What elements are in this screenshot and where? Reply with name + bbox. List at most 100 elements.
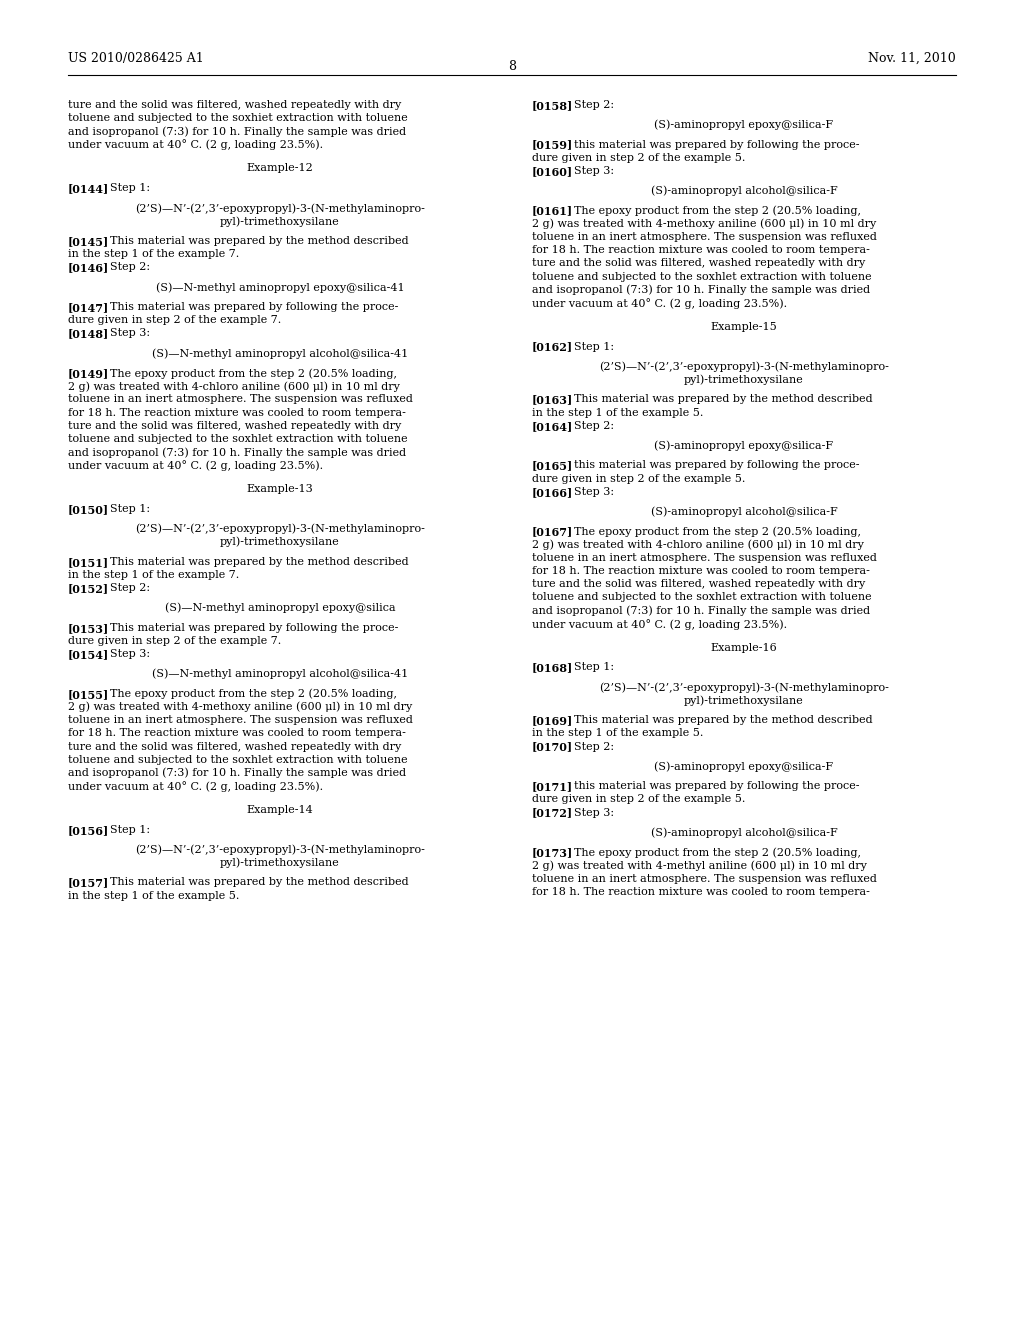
Text: ture and the solid was filtered, washed repeatedly with dry: ture and the solid was filtered, washed … xyxy=(532,259,865,268)
Text: 8: 8 xyxy=(508,59,516,73)
Text: [0154]: [0154] xyxy=(68,649,110,660)
Text: pyl)-trimethoxysilane: pyl)-trimethoxysilane xyxy=(220,537,340,548)
Text: Step 1:: Step 1: xyxy=(110,183,151,193)
Text: this material was prepared by following the proce-: this material was prepared by following … xyxy=(574,781,859,791)
Text: Example-13: Example-13 xyxy=(247,484,313,494)
Text: [0169]: [0169] xyxy=(532,715,573,726)
Text: under vacuum at 40° C. (2 g, loading 23.5%).: under vacuum at 40° C. (2 g, loading 23.… xyxy=(532,298,787,309)
Text: toluene in an inert atmosphere. The suspension was refluxed: toluene in an inert atmosphere. The susp… xyxy=(532,232,877,242)
Text: toluene and subjected to the soxhlet extraction with toluene: toluene and subjected to the soxhlet ext… xyxy=(68,434,408,444)
Text: The epoxy product from the step 2 (20.5% loading,: The epoxy product from the step 2 (20.5%… xyxy=(110,368,397,379)
Text: pyl)-trimethoxysilane: pyl)-trimethoxysilane xyxy=(220,216,340,227)
Text: [0160]: [0160] xyxy=(532,166,573,177)
Text: (2’S)—N’-(2’,3’-epoxypropyl)-3-(N-methylaminopro-: (2’S)—N’-(2’,3’-epoxypropyl)-3-(N-methyl… xyxy=(599,362,889,372)
Text: [0153]: [0153] xyxy=(68,623,110,634)
Text: The epoxy product from the step 2 (20.5% loading,: The epoxy product from the step 2 (20.5%… xyxy=(574,847,861,858)
Text: US 2010/0286425 A1: US 2010/0286425 A1 xyxy=(68,51,204,65)
Text: [0156]: [0156] xyxy=(68,825,110,836)
Text: and isopropanol (7:3) for 10 h. Finally the sample was dried: and isopropanol (7:3) for 10 h. Finally … xyxy=(68,768,407,779)
Text: This material was prepared by the method described: This material was prepared by the method… xyxy=(110,557,409,566)
Text: in the step 1 of the example 5.: in the step 1 of the example 5. xyxy=(68,891,240,900)
Text: under vacuum at 40° C. (2 g, loading 23.5%).: under vacuum at 40° C. (2 g, loading 23.… xyxy=(532,619,787,630)
Text: Step 2:: Step 2: xyxy=(110,583,151,593)
Text: [0151]: [0151] xyxy=(68,557,110,568)
Text: 2 g) was treated with 4-methyl aniline (600 μl) in 10 ml dry: 2 g) was treated with 4-methyl aniline (… xyxy=(532,861,867,871)
Text: toluene in an inert atmosphere. The suspension was refluxed: toluene in an inert atmosphere. The susp… xyxy=(68,715,413,725)
Text: (S)—N-methyl aminopropyl epoxy@silica: (S)—N-methyl aminopropyl epoxy@silica xyxy=(165,603,395,614)
Text: This material was prepared by the method described: This material was prepared by the method… xyxy=(574,715,872,725)
Text: [0173]: [0173] xyxy=(532,847,573,858)
Text: ture and the solid was filtered, washed repeatedly with dry: ture and the solid was filtered, washed … xyxy=(68,100,401,110)
Text: (S)-aminopropyl epoxy@silica-F: (S)-aminopropyl epoxy@silica-F xyxy=(654,762,834,772)
Text: for 18 h. The reaction mixture was cooled to room tempera-: for 18 h. The reaction mixture was coole… xyxy=(532,887,869,896)
Text: dure given in step 2 of the example 7.: dure given in step 2 of the example 7. xyxy=(68,315,282,325)
Text: This material was prepared by following the proce-: This material was prepared by following … xyxy=(110,302,398,312)
Text: (S)-aminopropyl alcohol@silica-F: (S)-aminopropyl alcohol@silica-F xyxy=(650,507,838,517)
Text: Example-16: Example-16 xyxy=(711,643,777,652)
Text: in the step 1 of the example 5.: in the step 1 of the example 5. xyxy=(532,408,703,417)
Text: [0147]: [0147] xyxy=(68,302,110,313)
Text: Step 3:: Step 3: xyxy=(110,329,151,338)
Text: Step 2:: Step 2: xyxy=(574,742,614,751)
Text: ture and the solid was filtered, washed repeatedly with dry: ture and the solid was filtered, washed … xyxy=(68,421,401,430)
Text: and isopropanol (7:3) for 10 h. Finally the sample was dried: and isopropanol (7:3) for 10 h. Finally … xyxy=(532,606,870,616)
Text: toluene and subjected to the soxhlet extraction with toluene: toluene and subjected to the soxhlet ext… xyxy=(532,593,871,602)
Text: This material was prepared by the method described: This material was prepared by the method… xyxy=(110,878,409,887)
Text: under vacuum at 40° C. (2 g, loading 23.5%).: under vacuum at 40° C. (2 g, loading 23.… xyxy=(68,461,324,471)
Text: (S)—N-methyl aminopropyl alcohol@silica-41: (S)—N-methyl aminopropyl alcohol@silica-… xyxy=(152,348,409,359)
Text: Step 2:: Step 2: xyxy=(574,100,614,110)
Text: dure given in step 2 of the example 5.: dure given in step 2 of the example 5. xyxy=(532,474,745,483)
Text: toluene and subjected to the soxhiet extraction with toluene: toluene and subjected to the soxhiet ext… xyxy=(68,114,408,123)
Text: [0170]: [0170] xyxy=(532,742,573,752)
Text: [0157]: [0157] xyxy=(68,878,110,888)
Text: (S)—N-methyl aminopropyl epoxy@silica-41: (S)—N-methyl aminopropyl epoxy@silica-41 xyxy=(156,282,404,293)
Text: Step 3:: Step 3: xyxy=(574,808,614,817)
Text: toluene and subjected to the soxhlet extraction with toluene: toluene and subjected to the soxhlet ext… xyxy=(68,755,408,764)
Text: [0171]: [0171] xyxy=(532,781,573,792)
Text: Nov. 11, 2010: Nov. 11, 2010 xyxy=(868,51,956,65)
Text: This material was prepared by the method described: This material was prepared by the method… xyxy=(574,395,872,404)
Text: [0149]: [0149] xyxy=(68,368,110,379)
Text: [0148]: [0148] xyxy=(68,329,110,339)
Text: (S)-aminopropyl epoxy@silica-F: (S)-aminopropyl epoxy@silica-F xyxy=(654,441,834,451)
Text: (S)-aminopropyl alcohol@silica-F: (S)-aminopropyl alcohol@silica-F xyxy=(650,186,838,197)
Text: Step 1:: Step 1: xyxy=(574,663,614,672)
Text: [0152]: [0152] xyxy=(68,583,110,594)
Text: (2’S)—N’-(2’,3’-epoxypropyl)-3-(N-methylaminopro-: (2’S)—N’-(2’,3’-epoxypropyl)-3-(N-methyl… xyxy=(135,203,425,214)
Text: (2’S)—N’-(2’,3’-epoxypropyl)-3-(N-methylaminopro-: (2’S)—N’-(2’,3’-epoxypropyl)-3-(N-methyl… xyxy=(135,845,425,855)
Text: [0158]: [0158] xyxy=(532,100,573,111)
Text: This material was prepared by the method described: This material was prepared by the method… xyxy=(110,236,409,246)
Text: toluene in an inert atmosphere. The suspension was refluxed: toluene in an inert atmosphere. The susp… xyxy=(532,553,877,562)
Text: The epoxy product from the step 2 (20.5% loading,: The epoxy product from the step 2 (20.5%… xyxy=(574,527,861,537)
Text: dure given in step 2 of the example 5.: dure given in step 2 of the example 5. xyxy=(532,795,745,804)
Text: [0166]: [0166] xyxy=(532,487,573,498)
Text: Step 1:: Step 1: xyxy=(110,825,151,834)
Text: pyl)-trimethoxysilane: pyl)-trimethoxysilane xyxy=(684,375,804,385)
Text: [0145]: [0145] xyxy=(68,236,110,247)
Text: pyl)-trimethoxysilane: pyl)-trimethoxysilane xyxy=(220,858,340,869)
Text: (S)-aminopropyl alcohol@silica-F: (S)-aminopropyl alcohol@silica-F xyxy=(650,828,838,838)
Text: under vacuum at 40° C. (2 g, loading 23.5%).: under vacuum at 40° C. (2 g, loading 23.… xyxy=(68,140,324,150)
Text: (S)-aminopropyl epoxy@silica-F: (S)-aminopropyl epoxy@silica-F xyxy=(654,120,834,131)
Text: and isopropanol (7:3) for 10 h. Finally the sample was dried: and isopropanol (7:3) for 10 h. Finally … xyxy=(68,447,407,458)
Text: ture and the solid was filtered, washed repeatedly with dry: ture and the solid was filtered, washed … xyxy=(68,742,401,751)
Text: [0165]: [0165] xyxy=(532,461,573,471)
Text: (2’S)—N’-(2’,3’-epoxypropyl)-3-(N-methylaminopro-: (2’S)—N’-(2’,3’-epoxypropyl)-3-(N-methyl… xyxy=(599,682,889,693)
Text: Example-15: Example-15 xyxy=(711,322,777,331)
Text: (2’S)—N’-(2’,3’-epoxypropyl)-3-(N-methylaminopro-: (2’S)—N’-(2’,3’-epoxypropyl)-3-(N-methyl… xyxy=(135,524,425,535)
Text: under vacuum at 40° C. (2 g, loading 23.5%).: under vacuum at 40° C. (2 g, loading 23.… xyxy=(68,781,324,792)
Text: pyl)-trimethoxysilane: pyl)-trimethoxysilane xyxy=(684,696,804,706)
Text: Step 2:: Step 2: xyxy=(110,263,151,272)
Text: for 18 h. The reaction mixture was cooled to room tempera-: for 18 h. The reaction mixture was coole… xyxy=(68,729,406,738)
Text: [0162]: [0162] xyxy=(532,342,573,352)
Text: this material was prepared by following the proce-: this material was prepared by following … xyxy=(574,461,859,470)
Text: (S)—N-methyl aminopropyl alcohol@silica-41: (S)—N-methyl aminopropyl alcohol@silica-… xyxy=(152,669,409,680)
Text: Step 3:: Step 3: xyxy=(574,487,614,496)
Text: [0163]: [0163] xyxy=(532,395,573,405)
Text: toluene in an inert atmosphere. The suspension was refluxed: toluene in an inert atmosphere. The susp… xyxy=(68,395,413,404)
Text: [0164]: [0164] xyxy=(532,421,573,432)
Text: The epoxy product from the step 2 (20.5% loading,: The epoxy product from the step 2 (20.5%… xyxy=(110,689,397,700)
Text: in the step 1 of the example 7.: in the step 1 of the example 7. xyxy=(68,249,240,259)
Text: 2 g) was treated with 4-chloro aniline (600 μl) in 10 ml dry: 2 g) was treated with 4-chloro aniline (… xyxy=(532,540,864,550)
Text: [0172]: [0172] xyxy=(532,808,573,818)
